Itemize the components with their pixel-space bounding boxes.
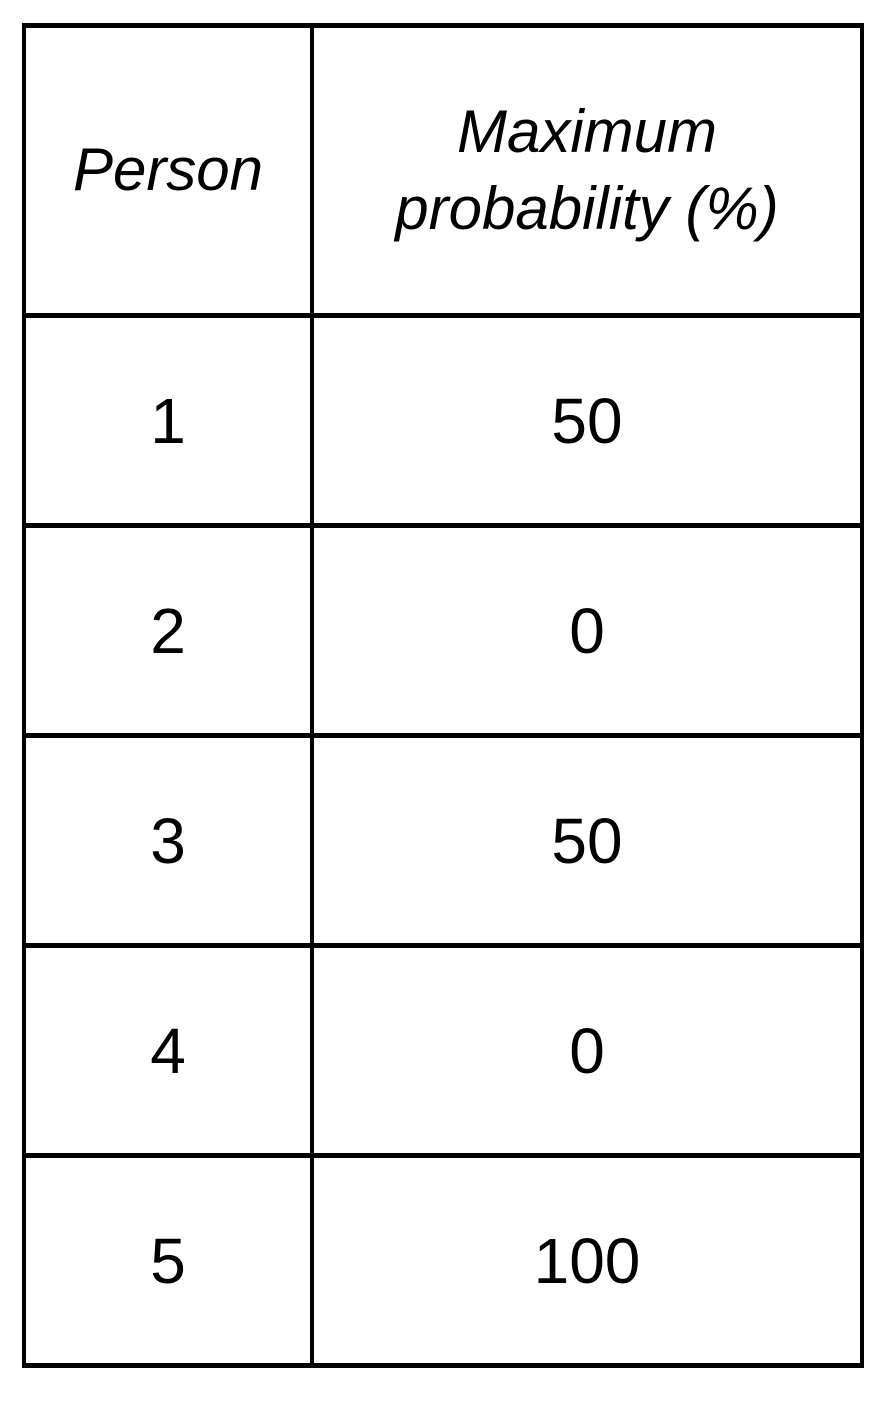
person-cell: 1 [22, 313, 314, 528]
person-cell: 2 [22, 523, 314, 738]
column-header-person: Person [22, 23, 314, 318]
table-row: 2 0 [22, 523, 864, 738]
header-row: Person Maximum probability (%) [22, 23, 864, 318]
column-header-max-probability-label: Maximum probability (%) [395, 97, 779, 242]
person-cell: 4 [22, 943, 314, 1158]
table-row: 5 100 [22, 1153, 864, 1368]
column-header-person-label: Person [72, 136, 264, 204]
table-row: 4 0 [22, 943, 864, 1158]
person-cell: 3 [22, 733, 314, 948]
column-header-max-probability: Maximum probability (%) [310, 23, 864, 318]
person-cell: 5 [22, 1153, 314, 1368]
probability-cell: 100 [310, 1153, 864, 1368]
person-probability-table: Person Maximum probability (%) 1 50 2 0 … [22, 23, 864, 1368]
table-row: 1 50 [22, 313, 864, 528]
probability-cell: 50 [310, 733, 864, 948]
person-probability-table-container: Person Maximum probability (%) 1 50 2 0 … [22, 23, 864, 1368]
probability-cell: 50 [310, 313, 864, 528]
probability-cell: 0 [310, 523, 864, 738]
table-row: 3 50 [22, 733, 864, 948]
probability-cell: 0 [310, 943, 864, 1158]
